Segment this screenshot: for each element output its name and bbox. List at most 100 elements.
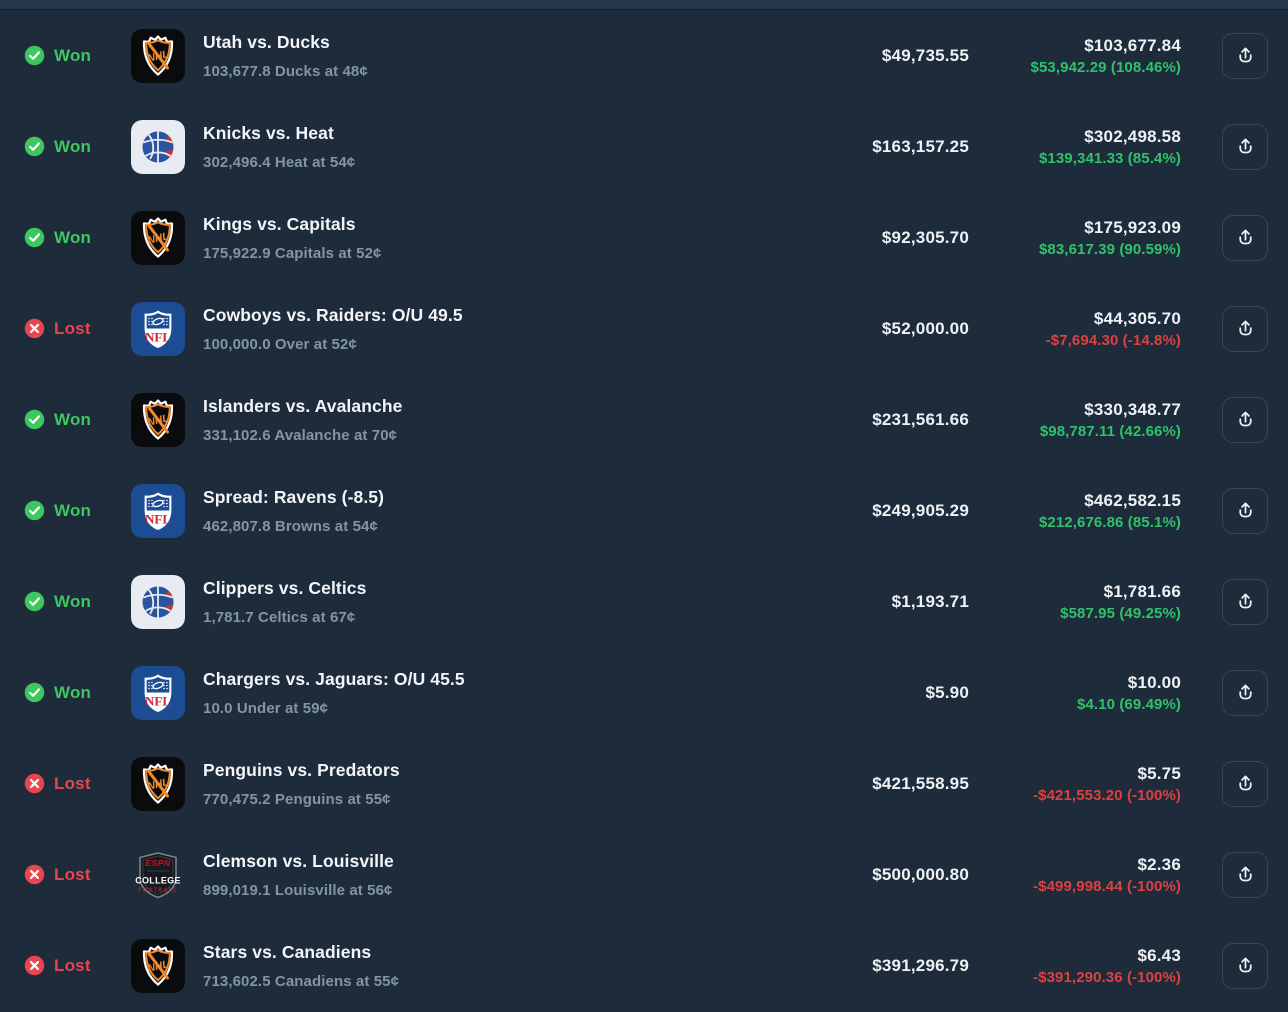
bet-info: Spread: Ravens (-8.5) 462,807.8 Browns a… [203, 487, 770, 535]
league-logo: NHL [131, 574, 185, 629]
nba-basketball-logo-icon [131, 574, 185, 629]
result-cell: $1,781.66 $587.95 (49.25%) [969, 582, 1222, 622]
share-upload-icon [1238, 320, 1252, 336]
share-upload-icon [1238, 866, 1252, 882]
bet-row[interactable]: Won NHL [0, 556, 1288, 647]
share-button[interactable] [1222, 32, 1268, 79]
bet-row[interactable]: Lost NHL [0, 738, 1288, 829]
bet-info: Clemson vs. Louisville 899,019.1 Louisvi… [203, 851, 770, 899]
share-upload-icon [1238, 957, 1252, 973]
matchup-title: Islanders vs. Avalanche [203, 395, 403, 416]
share-button[interactable] [1222, 669, 1268, 716]
position-details: 10.0 Under at 59¢ [203, 699, 329, 717]
profit-loss: $53,942.29 (108.46%) [1030, 58, 1181, 76]
nhl-logo-icon: NHL [131, 756, 185, 811]
share-button[interactable] [1222, 942, 1268, 989]
bet-amount: $231,561.66 [872, 409, 969, 429]
league-logo: NHL [131, 756, 185, 811]
result-cell: $462,582.15 $212,676.86 (85.1%) [969, 491, 1222, 531]
profit-loss: $212,676.86 (85.1%) [1038, 513, 1181, 531]
matchup-title: Clemson vs. Louisville [203, 850, 394, 871]
status-badge: Won [24, 45, 131, 66]
lost-x-icon [24, 864, 45, 885]
share-upload-icon [1238, 47, 1252, 63]
status-badge: Lost [24, 773, 131, 794]
status-label: Lost [54, 864, 91, 884]
svg-text:COLLEGE: COLLEGE [135, 875, 181, 885]
share-button[interactable] [1222, 305, 1268, 352]
position-details: 100,000.0 Over at 52¢ [203, 335, 357, 353]
league-logo: NHL [131, 665, 185, 720]
profit-loss: $98,787.11 (42.66%) [1039, 422, 1181, 440]
svg-text:ESPN: ESPN [145, 858, 171, 868]
bet-info: Clippers vs. Celtics 1,781.7 Celtics at … [203, 578, 770, 626]
league-logo: NHL [131, 848, 185, 902]
profit-loss: $4.10 (69.49%) [1077, 695, 1181, 713]
share-button[interactable] [1222, 123, 1268, 170]
status-label: Won [54, 227, 92, 247]
bet-amount: $163,157.25 [872, 136, 969, 156]
matchup-title: Cowboys vs. Raiders: O/U 49.5 [203, 304, 463, 325]
bet-info: Stars vs. Canadiens 713,602.5 Canadiens … [203, 942, 770, 990]
matchup-title: Kings vs. Capitals [203, 213, 356, 234]
share-button[interactable] [1222, 578, 1268, 625]
bet-amount: $49,735.55 [881, 45, 969, 65]
matchup-title: Knicks vs. Heat [203, 122, 334, 143]
result-cell: $175,923.09 $83,617.39 (90.59%) [969, 218, 1222, 258]
payout-amount: $1,781.66 [1103, 581, 1181, 601]
bet-amount: $1,193.71 [891, 591, 969, 611]
result-cell: $302,498.58 $139,341.33 (85.4%) [969, 127, 1222, 167]
share-button[interactable] [1222, 396, 1268, 443]
nhl-logo-icon: NHL [131, 938, 185, 993]
bet-amount: $5.90 [925, 682, 969, 702]
bet-row[interactable]: Lost NHL [0, 829, 1288, 920]
svg-text:NFL: NFL [145, 511, 171, 526]
bet-info: Islanders vs. Avalanche 331,102.6 Avalan… [203, 396, 770, 444]
bet-row[interactable]: Won NHL [0, 647, 1288, 738]
bet-row[interactable]: Won NHL [0, 465, 1288, 556]
share-button[interactable] [1222, 487, 1268, 534]
status-badge: Won [24, 409, 131, 430]
league-logo: NHL [131, 392, 185, 447]
league-logo: NHL [131, 119, 185, 174]
profit-loss: -$421,553.20 (-100%) [1033, 786, 1181, 804]
nhl-logo-icon: NHL [131, 28, 185, 83]
bet-info: Kings vs. Capitals 175,922.9 Capitals at… [203, 214, 770, 262]
won-check-icon [24, 45, 45, 66]
status-badge: Won [24, 136, 131, 157]
bet-row[interactable]: Won NHL [0, 192, 1288, 283]
share-button[interactable] [1222, 851, 1268, 898]
share-upload-icon [1238, 229, 1252, 245]
status-badge: Won [24, 591, 131, 612]
bet-row[interactable]: Won NHL [0, 10, 1288, 101]
status-label: Won [54, 682, 92, 702]
payout-amount: $330,348.77 [1084, 399, 1181, 419]
bet-row[interactable]: Won NHL [0, 374, 1288, 465]
status-badge: Lost [24, 864, 131, 885]
share-upload-icon [1238, 138, 1252, 154]
svg-text:NHL: NHL [146, 412, 170, 429]
won-check-icon [24, 682, 45, 703]
result-cell: $44,305.70 -$7,694.30 (-14.8%) [969, 309, 1222, 349]
position-details: 1,781.7 Celtics at 67¢ [203, 608, 356, 626]
nfl-shield-logo-icon: NFL [131, 301, 185, 356]
bet-row[interactable]: Lost NHL [0, 283, 1288, 374]
status-badge: Lost [24, 318, 131, 339]
won-check-icon [24, 500, 45, 521]
bet-info: Knicks vs. Heat 302,496.4 Heat at 54¢ [203, 123, 770, 171]
nhl-logo-icon: NHL [131, 210, 185, 265]
position-details: 713,602.5 Canadiens at 55¢ [203, 972, 400, 990]
result-cell: $330,348.77 $98,787.11 (42.66%) [969, 400, 1222, 440]
share-button[interactable] [1222, 760, 1268, 807]
share-upload-icon [1238, 411, 1252, 427]
bet-amount: $249,905.29 [872, 500, 969, 520]
bet-row[interactable]: Won NHL [0, 101, 1288, 192]
svg-text:NHL: NHL [146, 230, 170, 247]
payout-amount: $462,582.15 [1084, 490, 1181, 510]
share-upload-icon [1238, 684, 1252, 700]
share-button[interactable] [1222, 214, 1268, 261]
bet-amount: $391,296.79 [872, 955, 969, 975]
status-label: Lost [54, 955, 91, 975]
status-label: Won [54, 500, 92, 520]
bet-row[interactable]: Lost NHL [0, 920, 1288, 1011]
